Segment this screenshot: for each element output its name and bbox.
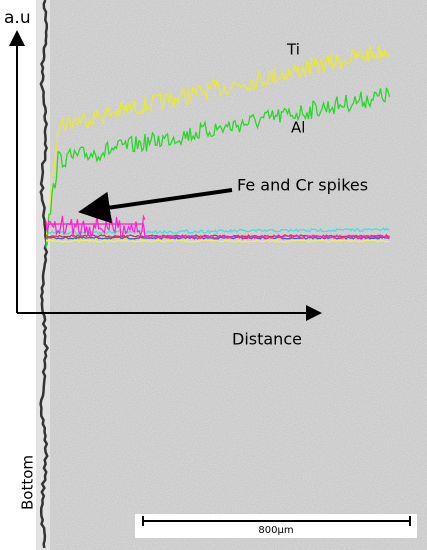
- side-label: Bottom: [19, 455, 37, 510]
- scale-bar-box: [135, 514, 417, 538]
- scan-trace: [45, 87, 391, 248]
- scan-trace: [144, 234, 391, 240]
- al-label: Al: [291, 119, 305, 137]
- ti-label: Ti: [286, 41, 300, 59]
- scan-trace: [45, 238, 390, 243]
- annotation-arrow: [78, 188, 233, 224]
- scale-bar-label: 800µm: [258, 525, 293, 536]
- scan-trace: [45, 44, 390, 248]
- y-axis-label: a.u: [4, 8, 31, 28]
- micrograph-texture: [36, 0, 427, 550]
- line-scan: [39, 0, 391, 549]
- spike-trace: [45, 214, 146, 238]
- annotation: Fe and Cr spikes: [237, 176, 368, 195]
- interface: [39, 0, 49, 549]
- x-axis-label: Distance: [232, 330, 302, 349]
